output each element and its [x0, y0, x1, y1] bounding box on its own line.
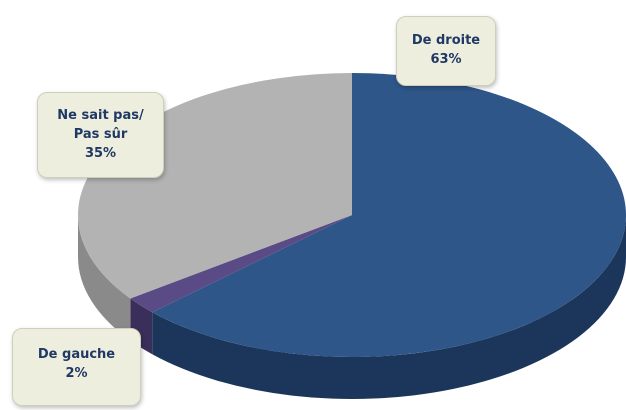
pie-slice-tops	[78, 73, 626, 357]
pie-slice-side-de-droite	[152, 215, 626, 399]
slice-label-text: De droite	[411, 33, 481, 48]
slice-label-ne-sait-pas: Ne sait pas/ Pas sûr 35%	[37, 92, 164, 178]
slice-label-de-gauche: De gauche 2%	[12, 328, 141, 406]
pie-slice-de-gauche	[130, 215, 352, 313]
slice-value-label: 2%	[65, 366, 88, 381]
slice-label-text: Ne sait pas/	[57, 108, 144, 123]
pie-slice-side-ne-sait-pas-pas-s-r	[78, 215, 131, 341]
slice-value-label: 63%	[430, 52, 462, 67]
slice-label-text: Pas sûr	[73, 127, 128, 142]
slice-value-label: 35%	[84, 146, 117, 161]
slice-label-text: De gauche	[37, 347, 116, 362]
slice-label-de-droite: De droite 63%	[396, 16, 496, 86]
pie-slice-de-droite	[152, 73, 626, 357]
